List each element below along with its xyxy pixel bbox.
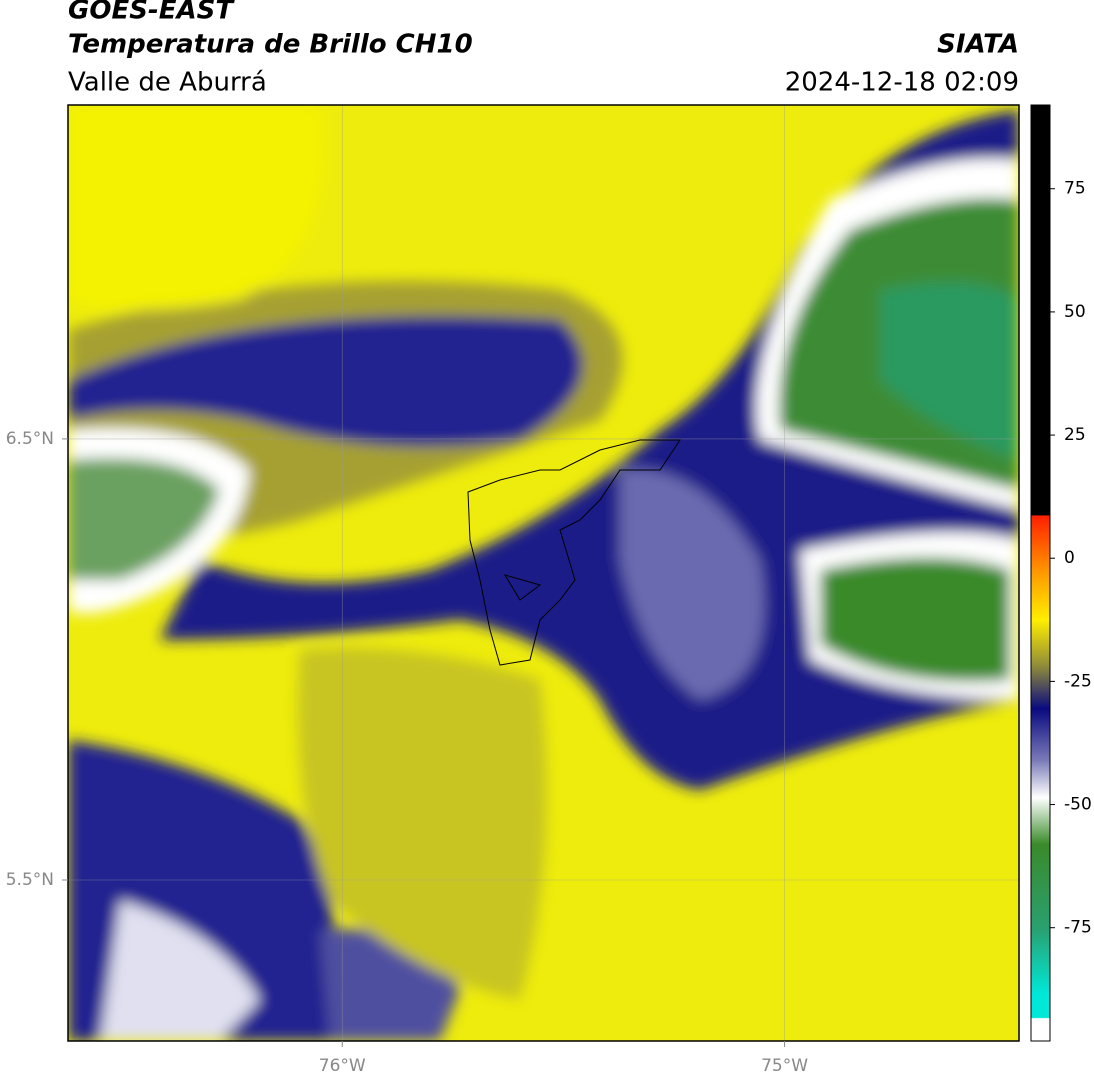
map-frame [67,104,1020,1042]
x-tick-label: 75°W [761,1056,808,1076]
colorbar-tick-label: 0 [1064,548,1075,568]
colorbar [1030,104,1051,1042]
y-tick-label: 6.5°N [6,429,54,449]
colorbar-tick-label: -75 [1064,918,1092,938]
source: SIATA [937,30,1019,60]
colorbar-tick-label: 75 [1064,179,1086,199]
datetime: 2024-12-18 02:09 [785,68,1019,98]
x-tick-label: 76°W [319,1056,366,1076]
title: GOES-EAST [68,0,235,26]
colorbar-tick-label: 50 [1064,302,1086,322]
colorbar-tick-label: 25 [1064,425,1086,445]
y-tick-label: 5.5°N [6,870,54,890]
satellite-image [68,105,1019,1041]
region: Valle de Aburrá [68,68,267,98]
colorbar-tick-label: -50 [1064,795,1092,815]
subtitle: Temperatura de Brillo CH10 [68,30,473,60]
colorbar-tick-label: -25 [1064,671,1092,691]
